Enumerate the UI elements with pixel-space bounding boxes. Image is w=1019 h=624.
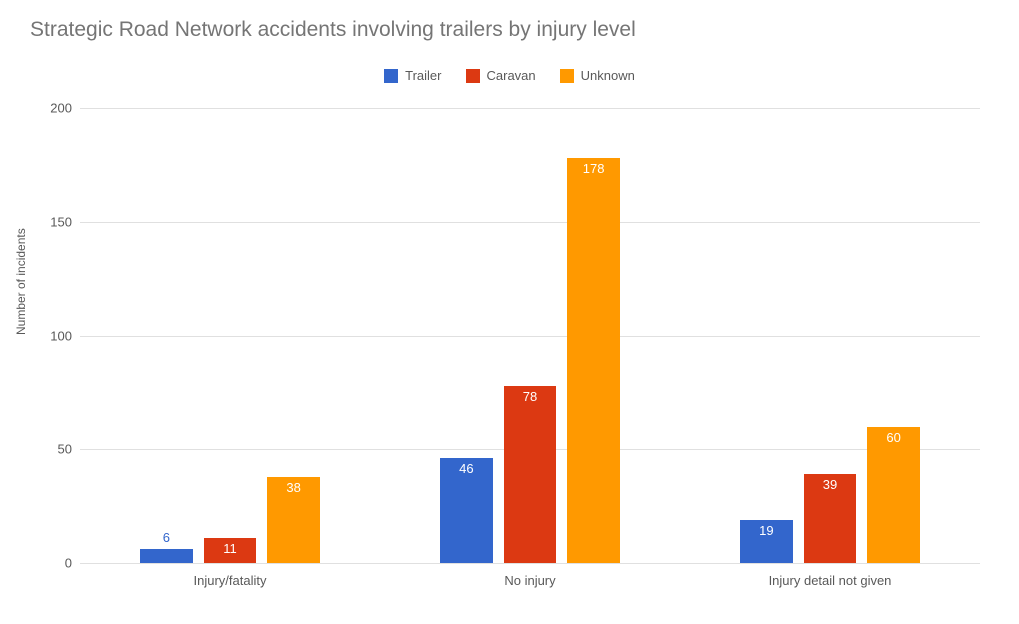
y-axis-label: Number of incidents [14, 228, 28, 335]
y-tick-label: 200 [32, 101, 72, 116]
y-tick-label: 100 [32, 328, 72, 343]
bar [567, 158, 620, 563]
legend-swatch [466, 69, 480, 83]
x-tick-label: Injury detail not given [680, 573, 980, 588]
x-tick-label: Injury/fatality [80, 573, 380, 588]
chart-container: Strategic Road Network accidents involvi… [0, 0, 1019, 624]
gridline [80, 222, 980, 223]
bar [867, 427, 920, 564]
bar-value-label: 38 [267, 480, 320, 495]
legend-swatch [384, 69, 398, 83]
bar-value-label: 78 [504, 389, 557, 404]
legend-label: Caravan [487, 68, 536, 83]
gridline [80, 563, 980, 564]
x-tick-label: No injury [380, 573, 680, 588]
plot-area: 05010015020061138Injury/fatality4678178N… [80, 108, 980, 563]
y-tick-label: 0 [32, 556, 72, 571]
bar-value-label: 178 [567, 161, 620, 176]
chart-legend: Trailer Caravan Unknown [0, 68, 1019, 86]
legend-label: Unknown [581, 68, 635, 83]
legend-item: Caravan [466, 68, 536, 83]
bar-value-label: 6 [140, 530, 193, 545]
gridline [80, 108, 980, 109]
legend-item: Trailer [384, 68, 441, 83]
legend-label: Trailer [405, 68, 441, 83]
bar-value-label: 39 [804, 477, 857, 492]
bar-value-label: 46 [440, 461, 493, 476]
y-tick-label: 50 [32, 442, 72, 457]
gridline [80, 336, 980, 337]
y-tick-label: 150 [32, 214, 72, 229]
legend-swatch [560, 69, 574, 83]
legend-item: Unknown [560, 68, 635, 83]
bar [504, 386, 557, 563]
bar-value-label: 60 [867, 430, 920, 445]
bar-value-label: 11 [204, 541, 257, 556]
bar-value-label: 19 [740, 523, 793, 538]
bar [140, 549, 193, 563]
chart-title: Strategic Road Network accidents involvi… [30, 18, 636, 42]
